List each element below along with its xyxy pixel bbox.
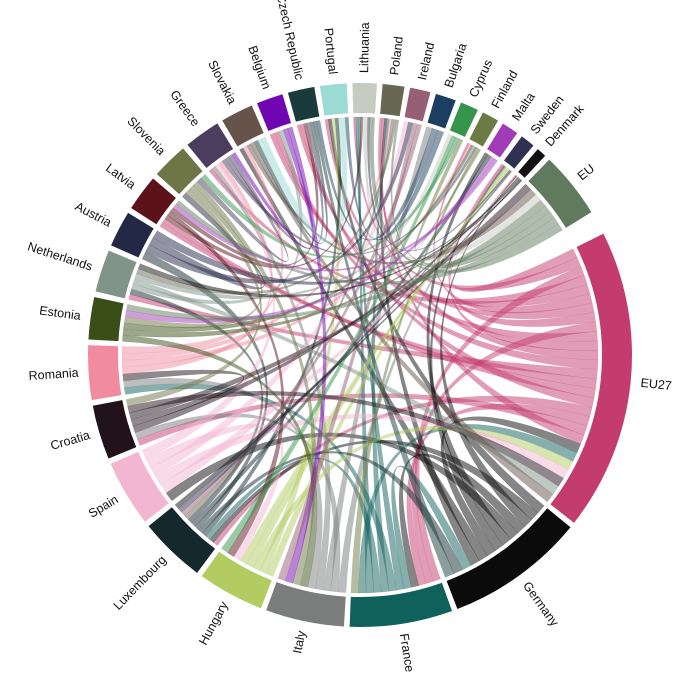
- chord-ribbon: [122, 369, 245, 427]
- chord-ribbon: [257, 117, 345, 243]
- chord-ribbon: [411, 321, 597, 584]
- sector-label: Austria: [73, 199, 114, 229]
- chord-ribbon: [122, 177, 520, 338]
- chord-ribbon: [344, 117, 444, 241]
- sector-arc-netherlands: [95, 250, 137, 299]
- chord-ribbon: [313, 120, 455, 578]
- sector-label: Estonia: [38, 303, 81, 323]
- sector-label: EU: [575, 161, 597, 183]
- sector-arc-slovenia: [156, 148, 203, 195]
- chord-ribbon: [174, 178, 522, 509]
- sector-arc-romania: [87, 345, 122, 401]
- chord-ribbon: [371, 118, 390, 593]
- sector-arc-luxembourg: [148, 507, 216, 573]
- chord-ribbon: [322, 126, 433, 592]
- chord-ribbon: [209, 440, 539, 543]
- chord-ribbon: [184, 118, 395, 520]
- sector-arc-bulgaria: [427, 93, 456, 129]
- sector-arc-poland: [380, 83, 405, 117]
- sector-label: Germany: [520, 579, 562, 629]
- chord-ribbon: [429, 165, 506, 551]
- chord-ribbon: [134, 145, 476, 300]
- chord-ribbon: [261, 117, 348, 242]
- sector-arc-germany: [446, 508, 571, 609]
- sector-label: Slovakia: [205, 58, 239, 107]
- sector-arc-spain: [110, 451, 169, 522]
- sector-arc-denmark: [518, 149, 546, 178]
- sector-label: Slovenia: [124, 114, 168, 158]
- chord-ribbon: [414, 138, 482, 250]
- sector-arc-lithuania: [352, 83, 377, 114]
- sector-arc-france: [349, 582, 453, 627]
- chord-ribbon: [350, 147, 480, 594]
- sector-label: Hungary: [196, 599, 231, 648]
- sector-label: France: [397, 633, 417, 674]
- sector-label: Czech Republic: [274, 0, 307, 81]
- sector-arc-belgium: [256, 94, 291, 132]
- chord-ribbon: [253, 121, 328, 244]
- sector-arc-estonia: [88, 296, 124, 342]
- chord-ribbon: [391, 465, 472, 590]
- sector-label: Croatia: [49, 428, 92, 453]
- sector-arc-eu27: [550, 233, 632, 523]
- chord-ribbon: [181, 123, 422, 517]
- sector-label: Luxembourg: [111, 553, 169, 613]
- sector-arc-austria: [111, 212, 154, 258]
- sector-arcs: [87, 83, 632, 627]
- chord-ribbon: [132, 278, 559, 495]
- sector-label: Portugal: [321, 27, 340, 75]
- chord-ribbon: [380, 117, 585, 445]
- sector-arc-slovakia: [222, 105, 264, 147]
- chord-ribbon: [138, 179, 523, 298]
- sector-arc-hungary: [201, 551, 272, 609]
- chord-ribbon: [193, 181, 317, 586]
- sector-arc-croatia: [92, 400, 137, 459]
- chord-ribbon: [175, 200, 559, 285]
- sector-arc-latvia: [131, 178, 176, 225]
- sector-label: Romania: [28, 366, 79, 383]
- chord-ribbon: [379, 118, 480, 566]
- sector-label: Greece: [167, 88, 202, 130]
- chord-ribbon: [177, 170, 512, 513]
- chord-ribbon: [328, 118, 545, 514]
- sector-arc-eu: [528, 159, 592, 228]
- sector-label: EU27: [640, 376, 673, 393]
- sector-arc-italy: [266, 582, 346, 627]
- chord-ribbon: [355, 116, 405, 591]
- sector-label: Netherlands: [26, 239, 94, 273]
- sector-label: Latvia: [103, 161, 138, 192]
- chord-ribbon: [285, 126, 327, 584]
- sector-label: Belgium: [245, 44, 273, 91]
- chord-ribbon: [239, 168, 510, 565]
- chord-ribbon: [221, 135, 457, 553]
- sector-arc-malta: [487, 123, 518, 158]
- sector-arc-finland: [469, 112, 499, 147]
- sector-label: Bulgaria: [442, 41, 470, 89]
- chord-ribbon: [196, 154, 289, 263]
- sector-label: Spain: [86, 492, 121, 520]
- sector-label: Cyprus: [467, 58, 496, 100]
- chord-ribbon: [364, 116, 453, 241]
- sector-label: Ireland: [415, 41, 437, 81]
- sector-arc-portugal: [319, 83, 349, 116]
- sector-arc-ireland: [404, 87, 431, 122]
- sector-label: Malta: [509, 90, 538, 123]
- sector-arc-czech-republic: [287, 86, 320, 122]
- sector-label: Lithuania: [357, 22, 372, 73]
- ribbons: [121, 116, 599, 594]
- sector-label: Poland: [387, 36, 406, 76]
- chord-ribbon: [316, 120, 439, 241]
- sector-arc-cyprus: [449, 102, 478, 137]
- sector-arc-sweden: [504, 136, 534, 169]
- chord-ribbon: [121, 143, 472, 368]
- chord-ribbon: [296, 124, 598, 342]
- chord-ribbon: [152, 178, 521, 285]
- sector-arc-greece: [187, 123, 234, 168]
- sector-label: Italy: [290, 629, 309, 655]
